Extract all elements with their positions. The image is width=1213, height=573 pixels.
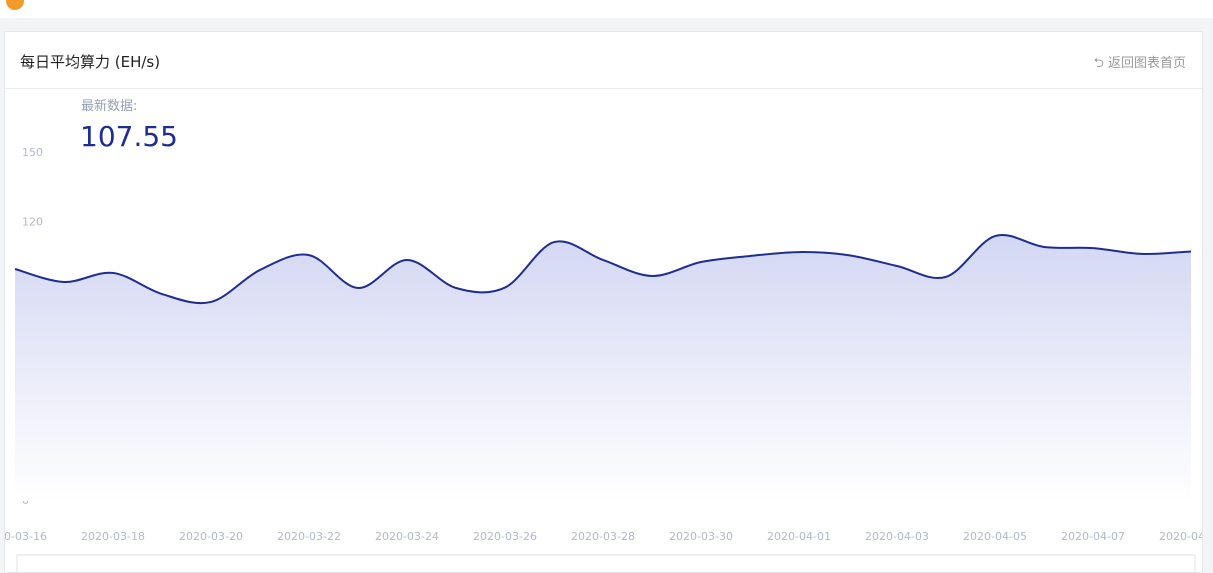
x-tick-label: 2020-03-22	[277, 530, 341, 543]
chart: 03060901201502020-03-162020-03-182020-03…	[5, 146, 1202, 572]
x-tick-label: 2020-04-09	[1159, 530, 1202, 543]
panel-title: 每日平均算力 (EH/s)	[20, 53, 161, 71]
x-tick-label: 2020-04-05	[963, 530, 1027, 543]
x-tick-label: 2020-03-16	[5, 530, 47, 543]
y-tick-label: 120	[22, 216, 43, 229]
latest-label: 最新数据:	[81, 99, 138, 114]
x-tick-label: 2020-04-01	[767, 530, 831, 543]
latest-value: 107.55	[80, 120, 178, 153]
logo[interactable]	[6, 0, 24, 10]
back-link[interactable]: ⮌ 返回图表首页	[1093, 52, 1186, 76]
line	[14, 234, 1192, 305]
x-tick-label: 2020-04-07	[1061, 530, 1125, 543]
x-tick-label: 2020-03-28	[571, 530, 635, 543]
y-tick-label: 150	[22, 146, 43, 159]
x-tick-label: 2020-04-03	[865, 530, 929, 543]
chart-panel: 每日平均算力 (EH/s) ⮌ 返回图表首页 03060901201502020…	[4, 31, 1203, 573]
data-zoom[interactable]	[16, 554, 1196, 572]
back-text[interactable]: 返回图表首页	[1107, 56, 1186, 71]
top-bar	[0, 0, 1213, 18]
x-tick-label: 2020-03-18	[81, 530, 145, 543]
area	[15, 234, 1191, 501]
x-tick-label: 2020-03-20	[179, 530, 243, 543]
panel-header: 每日平均算力 (EH/s) ⮌ 返回图表首页	[5, 32, 1202, 89]
x-tick-label: 2020-03-30	[669, 530, 733, 543]
back-icon: ⮌	[1093, 56, 1108, 71]
x-tick-label: 2020-03-24	[375, 530, 439, 543]
x-tick-label: 2020-03-26	[473, 530, 537, 543]
